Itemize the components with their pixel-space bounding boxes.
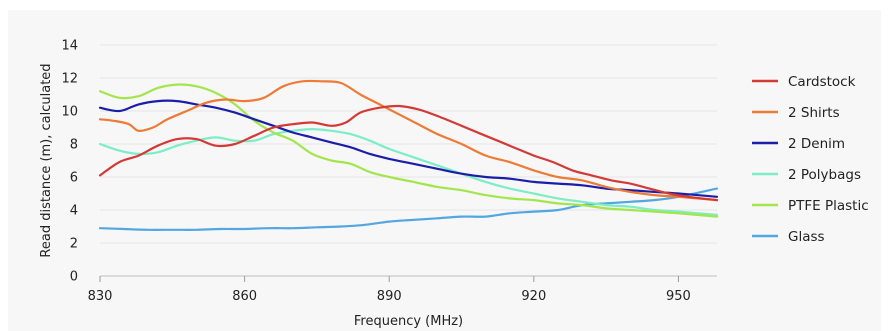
series-line-2-shirts xyxy=(98,79,719,202)
series-line-cardstock xyxy=(98,104,719,202)
y-tick-label: 6 xyxy=(70,171,78,186)
legend-label: 2 Polybags xyxy=(788,167,861,183)
x-tick-label: 950 xyxy=(666,289,691,304)
series-lines xyxy=(98,79,719,231)
y-tick-label: 0 xyxy=(70,270,78,285)
legend-label: Glass xyxy=(788,229,825,245)
x-tick-label: 830 xyxy=(88,289,113,304)
axes: 0 2 4 6 8 10 12 14 830 860 890 920 950 xyxy=(61,39,717,304)
series-line-glass xyxy=(98,187,719,231)
series-line-ptfe-plastic xyxy=(98,83,719,218)
legend-label: Cardstock xyxy=(788,74,856,90)
y-tick-label: 4 xyxy=(70,204,78,219)
x-tick-label: 860 xyxy=(232,289,257,304)
x-axis-title: Frequency (MHz) xyxy=(354,314,463,329)
line-chart: 0 2 4 6 8 10 12 14 830 860 890 920 950 Cardstock 2 Sh… xyxy=(39,39,869,330)
y-tick-label: 8 xyxy=(70,138,78,153)
y-tick-label: 12 xyxy=(61,72,78,87)
legend-label: 2 Denim xyxy=(788,136,845,152)
series-line-2-polybags xyxy=(98,128,719,216)
y-tick-label: 14 xyxy=(61,39,78,54)
y-axis-title: Read distance (m), calculated xyxy=(39,63,54,257)
x-tick-label: 920 xyxy=(521,289,546,304)
y-tick-label: 2 xyxy=(70,237,78,252)
legend-label: PTFE Plastic xyxy=(788,198,869,214)
legend: Cardstock 2 Shirts 2 Denim 2 Polybags PTFE P… xyxy=(752,74,869,245)
series-line-2-denim xyxy=(98,99,719,198)
y-tick-label: 10 xyxy=(61,105,78,120)
x-tick-label: 890 xyxy=(377,289,402,304)
chart-panel: 0 2 4 6 8 10 12 14 830 860 890 920 950 Cardstock 2 Sh… xyxy=(8,10,881,331)
legend-label: 2 Shirts xyxy=(788,105,840,121)
grid xyxy=(100,44,717,277)
